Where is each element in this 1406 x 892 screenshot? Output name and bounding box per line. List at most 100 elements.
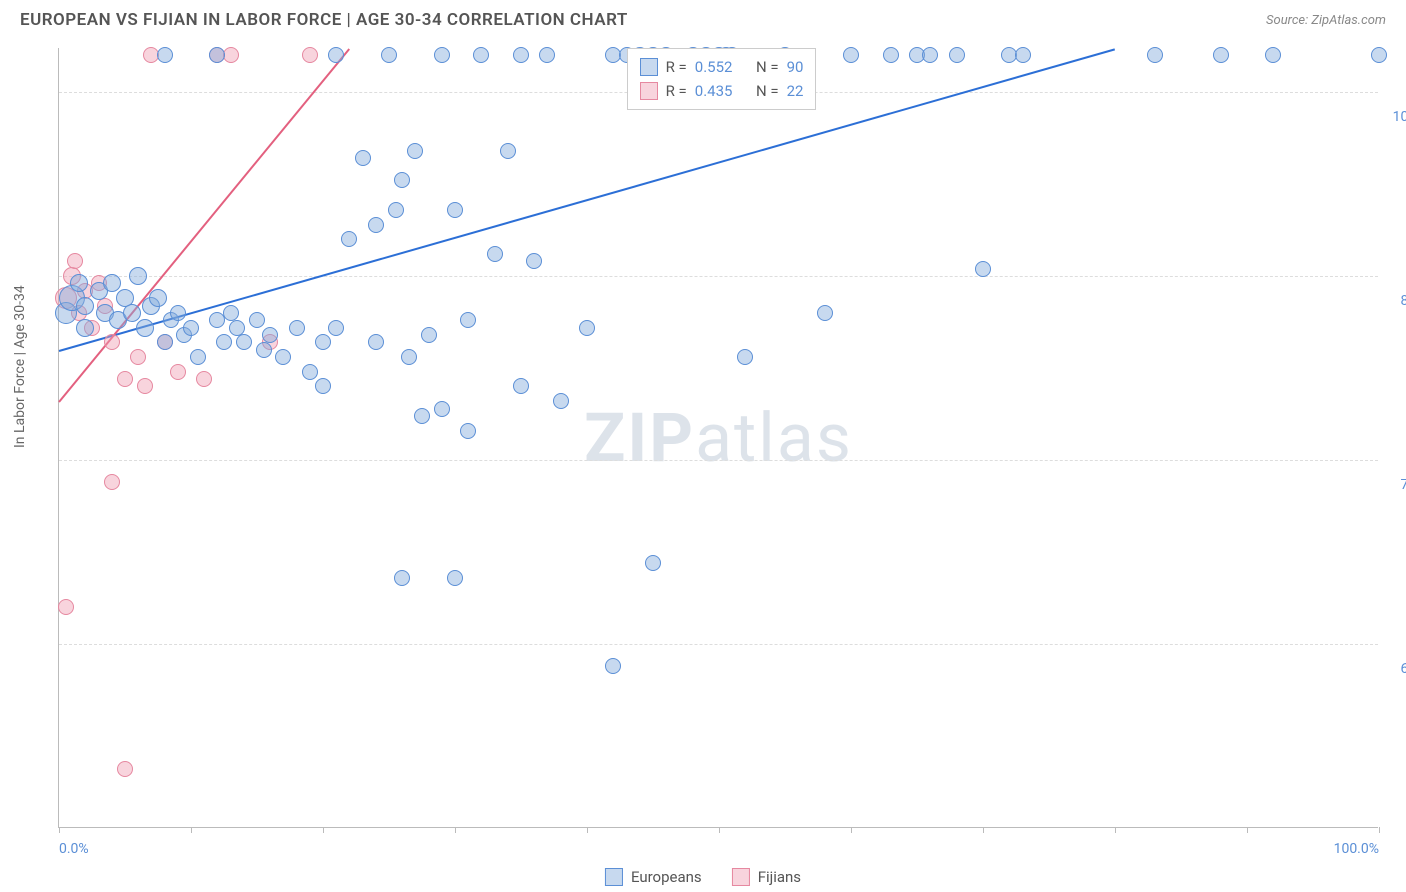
data-point — [447, 570, 463, 586]
data-point — [275, 349, 291, 365]
data-point — [229, 320, 245, 336]
data-point — [645, 555, 661, 571]
data-point — [737, 349, 753, 365]
data-point — [434, 401, 450, 417]
gridline — [59, 644, 1378, 645]
data-point — [1015, 47, 1031, 63]
data-point — [196, 371, 212, 387]
x-tick — [587, 827, 588, 833]
source-label: Source: ZipAtlas.com — [1266, 13, 1386, 28]
data-point — [236, 334, 252, 350]
data-point — [355, 150, 371, 166]
data-point — [328, 47, 344, 63]
data-point — [123, 304, 141, 322]
data-point — [70, 274, 88, 292]
y-axis-label: In Labor Force | Age 30-34 — [12, 285, 28, 448]
data-point — [460, 423, 476, 439]
data-point — [341, 231, 357, 247]
data-point — [949, 47, 965, 63]
data-point — [157, 334, 173, 350]
data-point — [922, 47, 938, 63]
data-point — [76, 319, 94, 337]
stats-row: R =0.435 N =22 — [640, 79, 804, 103]
data-point — [579, 320, 595, 336]
legend-swatch — [640, 58, 658, 76]
chart-title: EUROPEAN VS FIJIAN IN LABOR FORCE | AGE … — [20, 10, 628, 30]
data-point — [553, 393, 569, 409]
data-point — [500, 143, 516, 159]
data-point — [526, 253, 542, 269]
data-point — [302, 364, 318, 380]
data-point — [883, 47, 899, 63]
data-point — [513, 378, 529, 394]
data-point — [394, 570, 410, 586]
data-point — [407, 143, 423, 159]
data-point — [1213, 47, 1229, 63]
x-tick — [1379, 827, 1380, 833]
data-point — [289, 320, 305, 336]
data-point — [58, 599, 74, 615]
bottom-legend: Europeans Fijians — [605, 868, 801, 886]
data-point — [137, 378, 153, 394]
data-point — [103, 274, 121, 292]
legend-label: Europeans — [631, 868, 702, 886]
data-point — [328, 320, 344, 336]
data-point — [975, 261, 991, 277]
y-tick-label: 75.0% — [1383, 477, 1406, 493]
data-point — [190, 349, 206, 365]
data-point — [1147, 47, 1163, 63]
data-point — [129, 267, 147, 285]
data-point — [223, 305, 239, 321]
data-point — [394, 172, 410, 188]
x-tick-label: 0.0% — [59, 841, 89, 857]
data-point — [368, 217, 384, 233]
data-point — [473, 47, 489, 63]
data-point — [460, 312, 476, 328]
x-tick — [1247, 827, 1248, 833]
data-point — [817, 305, 833, 321]
x-tick — [59, 827, 60, 833]
data-point — [447, 202, 463, 218]
data-point — [130, 349, 146, 365]
data-point — [209, 47, 225, 63]
data-point — [539, 47, 555, 63]
data-point — [256, 342, 272, 358]
data-point — [315, 378, 331, 394]
y-tick-label: 100.0% — [1383, 109, 1406, 125]
data-point — [117, 761, 133, 777]
data-point — [157, 47, 173, 63]
y-tick-label: 62.5% — [1383, 661, 1406, 677]
x-tick — [323, 827, 324, 833]
data-point — [104, 334, 120, 350]
x-tick — [719, 827, 720, 833]
data-point — [315, 334, 331, 350]
data-point — [368, 334, 384, 350]
data-point — [388, 202, 404, 218]
data-point — [605, 658, 621, 674]
data-point — [117, 371, 133, 387]
data-point — [401, 349, 417, 365]
stats-row: R =0.552 N =90 — [640, 55, 804, 79]
trend-line — [59, 48, 1116, 352]
x-tick — [983, 827, 984, 833]
legend-swatch — [732, 868, 750, 886]
data-point — [302, 47, 318, 63]
x-tick — [191, 827, 192, 833]
stats-box: R =0.552 N =90R =0.435 N =22 — [627, 48, 817, 110]
gridline — [59, 460, 1378, 461]
x-tick — [1115, 827, 1116, 833]
data-point — [487, 246, 503, 262]
data-point — [149, 289, 167, 307]
data-point — [136, 319, 154, 337]
data-point — [183, 320, 199, 336]
legend-item: Fijians — [732, 868, 801, 886]
data-point — [76, 297, 94, 315]
data-point — [843, 47, 859, 63]
x-tick-label: 100.0% — [1334, 841, 1379, 857]
gridline — [59, 276, 1378, 277]
data-point — [170, 364, 186, 380]
data-point — [421, 327, 437, 343]
data-point — [216, 334, 232, 350]
data-point — [67, 253, 83, 269]
y-tick-label: 87.5% — [1383, 293, 1406, 309]
